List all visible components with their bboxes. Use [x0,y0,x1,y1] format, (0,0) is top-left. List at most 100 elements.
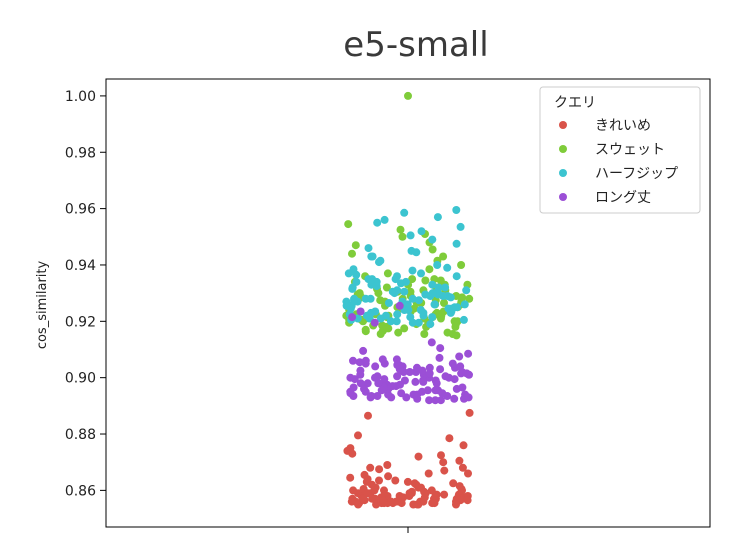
data-point [421,290,430,299]
data-point [346,473,355,482]
data-point [452,239,461,248]
data-point [373,392,382,400]
data-point [414,318,423,327]
data-point [387,497,396,506]
data-point [445,434,454,443]
data-point [378,496,387,505]
data-point [395,361,403,369]
data-point [376,330,385,338]
data-point [456,222,465,231]
data-point [425,369,434,378]
data-point [405,368,414,376]
data-point [403,477,412,486]
data-point [371,307,380,316]
y-tick-label: 0.96 [65,202,96,218]
data-point [404,91,412,100]
data-point [346,304,355,313]
data-point [375,476,383,485]
data-point [462,369,471,378]
data-point [384,472,393,481]
data-point [346,389,355,398]
data-point [457,369,466,378]
data-point [356,307,365,316]
data-point [455,352,464,361]
data-point [425,396,434,405]
data-point [446,293,455,302]
data-point [384,299,393,307]
data-point [377,386,386,395]
data-point [400,324,409,333]
data-point [393,310,402,319]
data-point [396,380,404,389]
data-point [411,377,420,386]
data-point [348,449,357,458]
legend-label: ロング丈 [595,190,651,206]
data-point [424,469,433,478]
y-axis: 0.86 0.88 0.90 0.92 0.94 0.96 0.98 1.00 [65,89,106,499]
data-point [459,441,468,450]
data-point [368,494,377,503]
data-point [400,208,409,217]
data-point [439,458,448,467]
data-point [371,373,379,382]
data-point [441,283,450,292]
data-point [397,499,406,508]
data-point [427,338,436,347]
data-point [361,294,370,303]
data-point [380,215,389,224]
data-point [436,344,445,353]
data-point [414,452,423,461]
data-point [348,284,357,293]
data-point [421,276,430,285]
data-point [437,451,445,460]
data-point [433,261,442,269]
data-point [395,301,404,310]
data-point [421,489,430,498]
series-3-points [346,301,473,405]
data-point [386,317,395,326]
data-point [393,372,402,381]
data-point [417,227,426,236]
data-point [368,252,377,261]
legend-marker [559,121,567,129]
data-point [375,465,384,474]
data-point [434,283,443,292]
data-point [420,330,429,338]
data-point [426,320,435,329]
data-point [370,486,379,495]
data-point [387,393,396,402]
data-point [378,355,387,364]
data-point [443,263,452,272]
data-point [431,492,440,500]
legend-label: ハーフジップ [595,166,678,182]
data-point [452,272,461,281]
data-point [448,359,457,368]
data-point [384,324,393,333]
data-point [396,225,405,234]
y-tick-label: 0.90 [65,371,96,387]
data-point [409,500,418,509]
data-point [382,283,391,292]
legend-label: スウェット [595,142,665,158]
data-point [436,365,445,374]
data-point [457,261,466,269]
data-point [452,206,461,214]
data-point [400,287,409,296]
data-point [414,296,423,305]
data-point [431,396,440,405]
y-tick-label: 0.86 [65,483,96,499]
data-point [450,394,459,403]
series-0-points [343,408,474,509]
data-point [417,269,425,278]
data-point [349,356,357,365]
data-point [419,377,428,386]
data-point [361,387,370,396]
data-point [439,292,447,300]
data-point [407,246,416,255]
data-point [344,220,353,229]
data-point [448,330,457,338]
y-tick-label: 1.00 [65,89,96,105]
data-point [419,308,428,317]
data-point [356,379,365,388]
